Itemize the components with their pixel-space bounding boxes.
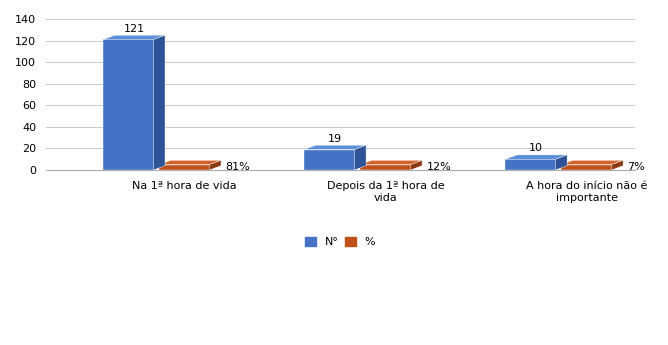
Polygon shape [561,165,612,170]
Text: 12%: 12% [426,162,451,172]
Polygon shape [159,165,210,170]
Polygon shape [154,35,165,170]
Polygon shape [355,145,366,170]
Text: 10: 10 [529,143,543,153]
Polygon shape [360,160,422,165]
Polygon shape [305,149,355,170]
Polygon shape [411,160,422,170]
Polygon shape [612,160,623,170]
Polygon shape [360,165,411,170]
Polygon shape [506,155,567,159]
Polygon shape [556,155,567,170]
Polygon shape [561,160,623,165]
Text: 81%: 81% [225,162,250,172]
Polygon shape [104,39,154,170]
Polygon shape [104,35,165,39]
Text: 121: 121 [124,23,145,33]
Polygon shape [305,145,366,149]
Polygon shape [159,160,221,165]
Text: 7%: 7% [627,162,645,172]
Polygon shape [210,160,221,170]
Legend: N°, %: N°, % [301,233,379,252]
Polygon shape [506,159,556,170]
Text: 19: 19 [328,134,342,144]
